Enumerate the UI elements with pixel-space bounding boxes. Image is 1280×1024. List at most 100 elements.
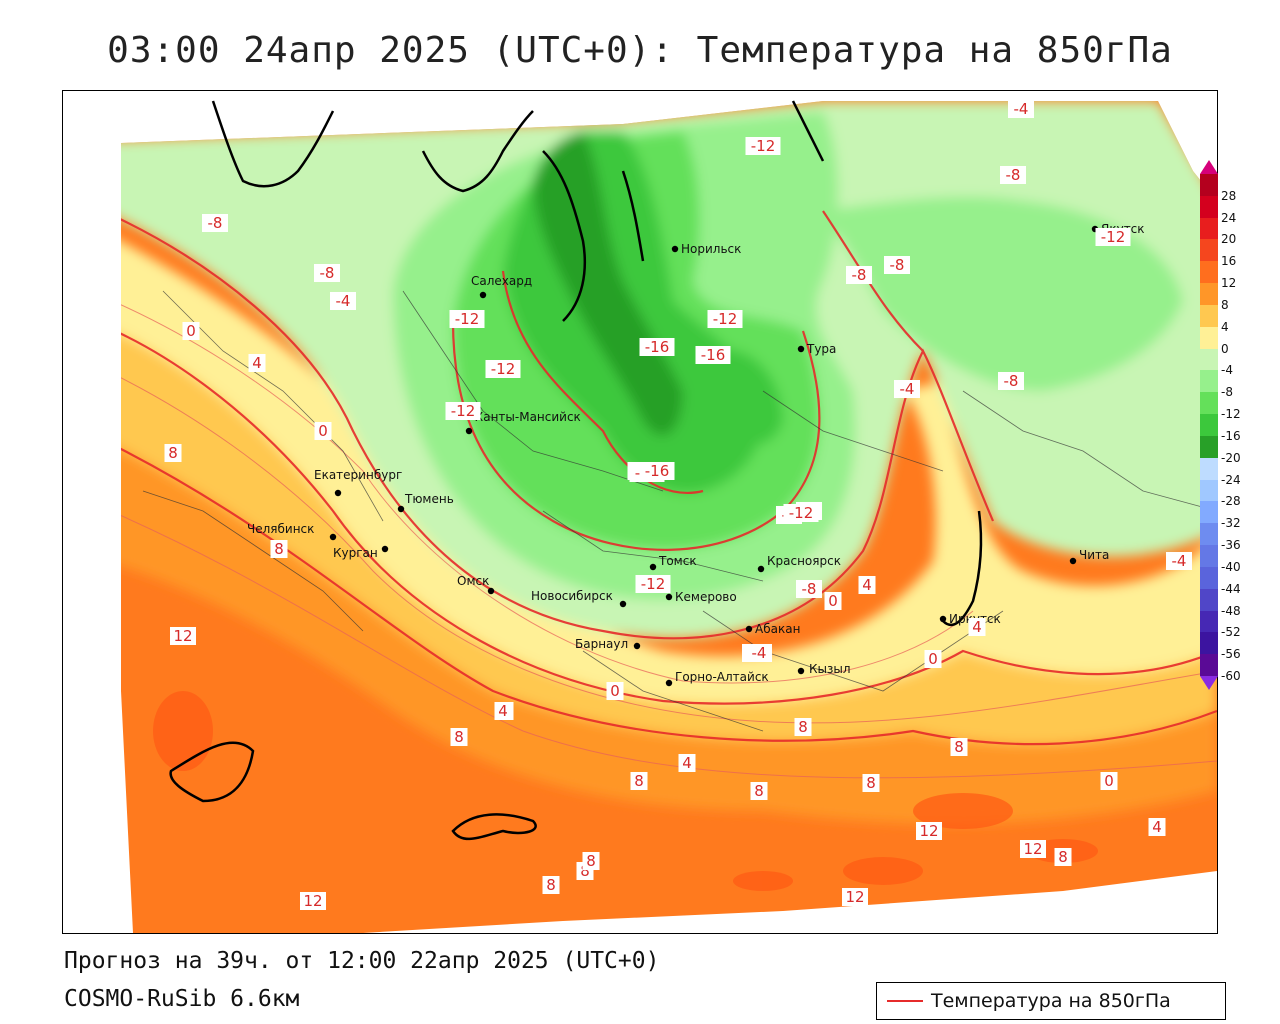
legend-box: Температура на 850гПа: [876, 982, 1226, 1020]
contour-label: -8: [202, 214, 228, 232]
contour-label: -12: [1095, 228, 1131, 246]
colorbar-tick-label: -16: [1221, 428, 1241, 443]
contour-label: 8: [542, 876, 560, 894]
contour-label: -8: [846, 266, 872, 284]
contour-label-text: -12: [789, 504, 814, 522]
contour-label: 4: [494, 702, 512, 720]
forecast-info: Прогноз на 39ч. от 12:00 22апр 2025 (UTC…: [64, 948, 660, 974]
colorbar-tick-label: 20: [1221, 232, 1237, 247]
contour-label-text: 12: [845, 888, 864, 906]
contour-label-box: [750, 782, 768, 800]
contour-label-text: -8: [852, 266, 867, 284]
contour-label: 8: [630, 772, 648, 790]
colorbar-tick-label: -24: [1221, 472, 1241, 487]
contour-label-text: -16: [645, 338, 670, 356]
city-label: Салехард: [471, 274, 532, 288]
cities-layer: НорильскЯкутскСалехардТураХанты-Мансийск…: [247, 222, 1145, 687]
contour-label-text: 8: [546, 876, 556, 894]
contour-label-text: 8: [954, 738, 964, 756]
contour-label: 4: [858, 576, 876, 594]
colorbar-swatch: [1200, 632, 1218, 655]
city-label: Норильск: [681, 242, 741, 256]
city-label: Горно-Алтайск: [675, 670, 769, 684]
colorbar-swatch: [1200, 348, 1218, 371]
contour-label-text: -4: [336, 292, 351, 310]
colorbar-tick-label: -4: [1221, 363, 1233, 378]
colorbar-swatch: [1200, 501, 1218, 524]
contour-label-box: [695, 346, 731, 364]
contour-label-text: -12: [751, 137, 776, 155]
contour-label-text: -8: [320, 264, 335, 282]
city-dot: [381, 545, 389, 553]
colorbar-tick-label: 0: [1221, 341, 1229, 356]
contour-label-text: 8: [274, 540, 284, 558]
contour-label-box: [164, 444, 182, 462]
contour-label: -4: [894, 380, 920, 398]
contour-label: 0: [1100, 772, 1118, 790]
contour-label: 12: [1020, 840, 1046, 858]
contour-label-box: [824, 592, 842, 610]
temperature-map: НорильскЯкутскСалехардТураХанты-Мансийск…: [63, 91, 1217, 933]
contour-label-box: [450, 728, 468, 746]
city-dot: [329, 533, 337, 541]
city-label: Томск: [658, 554, 697, 568]
colorbar-swatch: [1200, 457, 1218, 481]
colorbar-tick-label: -40: [1221, 559, 1241, 574]
contour-label: 8: [750, 782, 768, 800]
contour-label: 12: [916, 822, 942, 840]
city-marker: Салехард: [471, 274, 532, 299]
city-label: Тура: [806, 342, 836, 356]
colorbar-swatch: [1200, 326, 1218, 350]
city-label: Кызыл: [809, 662, 851, 676]
contour-label-box: [794, 718, 812, 736]
contour-label-box: [1100, 772, 1118, 790]
city-label: Челябинск: [247, 522, 314, 536]
contour-label-box: [846, 266, 872, 284]
contour-label-box: [1148, 818, 1166, 836]
city-marker: Кемерово: [665, 590, 737, 604]
city-dot: [665, 679, 673, 687]
contour-label: -8: [998, 372, 1024, 390]
contour-label-box: [746, 644, 772, 662]
contour-label: 4: [248, 354, 266, 372]
contour-label-box: [606, 682, 624, 700]
contour-label-box: [998, 372, 1024, 390]
colorbar-tick-label: -44: [1221, 581, 1241, 596]
contour-label-text: -12: [451, 402, 476, 420]
legend-label: Температура на 850гПа: [931, 990, 1171, 1012]
city-marker: Тюмень: [397, 492, 454, 513]
contour-label-text: -8: [208, 214, 223, 232]
contour-label-text: 12: [919, 822, 938, 840]
contour-label-text: 4: [1152, 818, 1162, 836]
city-dot: [619, 600, 627, 608]
colorbar-tick-label: -8: [1221, 385, 1233, 400]
contour-label-box: [924, 650, 942, 668]
contour-label-box: [314, 422, 332, 440]
city-dot: [487, 587, 495, 595]
contour-label: 12: [842, 888, 868, 906]
city-dot: [665, 593, 673, 601]
colorbar-tick-label: -12: [1221, 407, 1241, 422]
contour-label: -12: [783, 504, 819, 522]
legend-line-swatch: [887, 1000, 923, 1002]
contour-label-box: [968, 618, 986, 636]
contour-label-box: [678, 754, 696, 772]
colorbar-swatch: [1200, 588, 1218, 611]
contour-label-text: 4: [252, 354, 262, 372]
colorbar-swatch: [1200, 195, 1218, 219]
colorbar-tick-label: -32: [1221, 516, 1241, 531]
contour-label: 8: [862, 774, 880, 792]
contour-label-box: [182, 322, 200, 340]
colorbar-tick-label: 16: [1221, 254, 1237, 269]
contour-label: 4: [1148, 818, 1166, 836]
contour-label-box: [842, 888, 868, 906]
contour-label: 8: [164, 444, 182, 462]
contour-label-box: [796, 580, 822, 598]
contour-label-text: 0: [318, 422, 328, 440]
contour-label-text: 8: [798, 718, 808, 736]
contour-label-box: [170, 627, 196, 645]
city-label: Чита: [1079, 548, 1109, 562]
colorbar-swatch: [1200, 523, 1218, 546]
contour-label-text: 0: [186, 322, 196, 340]
contour-label-text: -16: [645, 462, 670, 480]
